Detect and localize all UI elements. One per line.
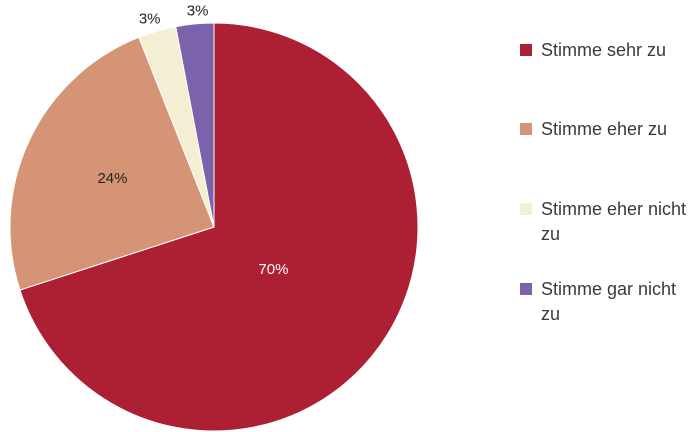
legend-item-stimme-gar-nicht-zu: Stimme gar nicht zu: [520, 277, 691, 327]
legend-label: Stimme sehr zu: [541, 38, 691, 63]
legend-swatch: [520, 123, 532, 135]
legend-item-stimme-eher-zu: Stimme eher zu: [520, 117, 691, 142]
data-label-stimme-eher-nicht-zu: 3%: [139, 10, 161, 27]
legend-label: Stimme eher nicht zu: [541, 197, 691, 247]
legend-label: Stimme gar nicht zu: [541, 277, 691, 327]
pie-chart-canvas: 70% 24% 3% 3%: [0, 0, 520, 432]
legend-item-stimme-sehr-zu: Stimme sehr zu: [520, 38, 691, 63]
data-label-stimme-sehr-zu: 70%: [258, 261, 288, 278]
legend-label: Stimme eher zu: [541, 117, 691, 142]
data-label-stimme-gar-nicht-zu: 3%: [187, 3, 209, 20]
legend-swatch: [520, 44, 532, 56]
legend-swatch: [520, 283, 532, 295]
legend-item-stimme-eher-nicht-zu: Stimme eher nicht zu: [520, 197, 691, 247]
legend-swatch: [520, 203, 532, 215]
data-label-stimme-eher-zu: 24%: [97, 170, 127, 187]
